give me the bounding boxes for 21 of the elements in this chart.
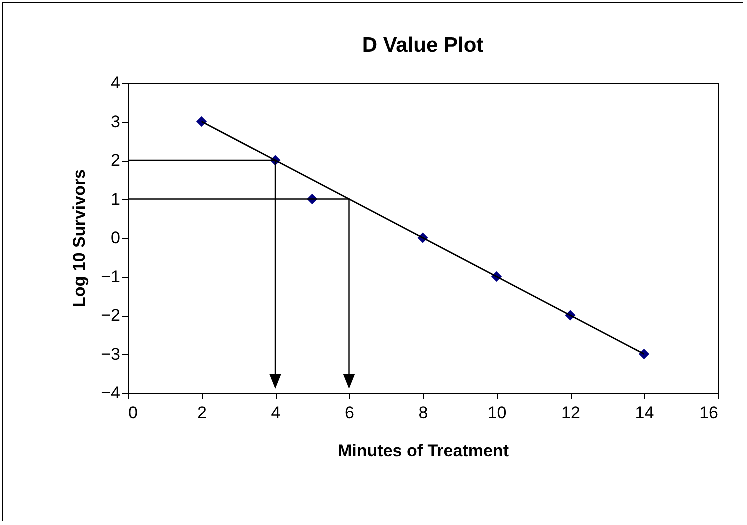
y-tick-label: −3	[101, 344, 120, 364]
x-tick-label: 8	[418, 404, 428, 422]
x-tick-label: 2	[198, 404, 207, 422]
x-axis-title: Minutes of Treatment	[338, 442, 510, 460]
x-tick-label: 14	[635, 404, 654, 422]
x-tick-label: 12	[562, 404, 580, 422]
y-tick-label: 2	[111, 151, 120, 170]
y-tick-label: 1	[111, 190, 120, 209]
x-tick-label: 16	[700, 404, 718, 422]
y-tick-label: −4	[101, 384, 120, 402]
x-tick-label: 10	[488, 404, 507, 422]
y-tick-label: 3	[111, 112, 120, 132]
y-tick-label: 0	[111, 228, 120, 248]
x-tick-label: 0	[128, 404, 138, 422]
y-tick-label: −2	[101, 306, 120, 325]
y-tick-label: 4	[111, 74, 120, 92]
x-tick-label: 4	[271, 404, 281, 422]
y-axis-title: Log 10 Survivors	[70, 170, 90, 308]
y-tick-label: −1	[101, 267, 120, 286]
x-tick-label: 6	[345, 404, 354, 422]
chart-title: D Value Plot	[362, 34, 484, 57]
